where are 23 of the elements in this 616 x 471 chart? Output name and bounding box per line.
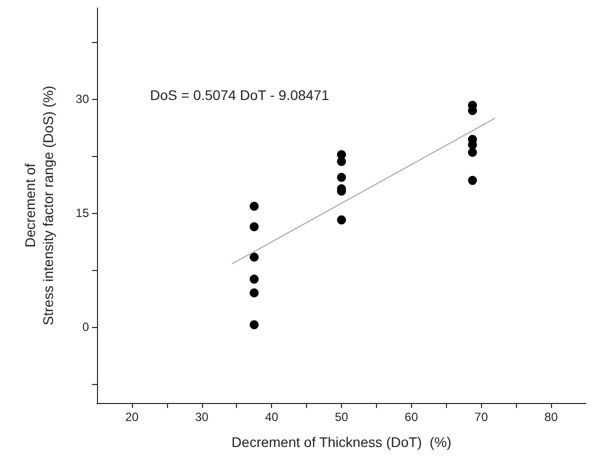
point [250, 202, 259, 211]
x-tick-label: 60 [404, 410, 418, 424]
y-tick-label: 0 [82, 320, 90, 334]
x-tick-label: 40 [264, 410, 279, 424]
x-tick-label: 20 [125, 410, 139, 424]
point [250, 320, 259, 330]
x-tick-label: 70 [474, 410, 488, 424]
x-tick-label: 30 [195, 410, 209, 424]
x-tick-label: 50 [334, 410, 348, 424]
point [250, 222, 259, 232]
y-axis-title: Decrement of Stress intensity factor range (DoS) (%) [22, 86, 56, 326]
point [250, 252, 259, 262]
x-tick-label: 80 [544, 410, 558, 424]
point [468, 148, 477, 157]
point [250, 288, 259, 298]
point [250, 274, 259, 284]
point [337, 172, 346, 182]
x-axis-title: Decrement of Thickness (DoT) (%) [232, 434, 452, 450]
point [468, 176, 477, 185]
y-tick-label: 30 [76, 92, 90, 106]
annotation: DoS = 0.5074 DoT - 9.08471 [150, 87, 330, 103]
point [337, 215, 346, 224]
y-tick-label: 15 [76, 206, 90, 220]
